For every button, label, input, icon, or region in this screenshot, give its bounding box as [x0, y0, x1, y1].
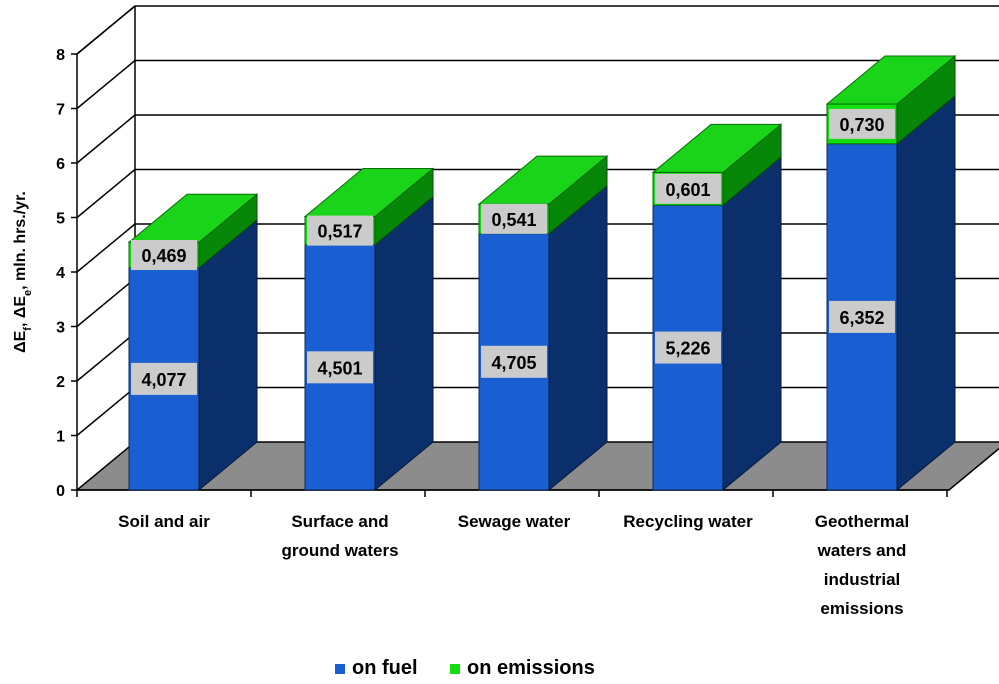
- emissions-value-label-bg: [481, 203, 547, 234]
- emissions-value-label: 0,541: [491, 210, 536, 230]
- fuel-bar-side: [896, 94, 956, 492]
- emissions-value-label-bg: [131, 240, 197, 271]
- fuel-value-label-bg: [481, 345, 547, 378]
- wall-gridline: [76, 386, 136, 437]
- emissions-value-label-bg: [829, 108, 895, 139]
- fuel-bar-side: [548, 184, 608, 492]
- legend-label: on emissions: [467, 657, 595, 679]
- fuel-value-label-bg: [829, 300, 895, 333]
- wall-gridline: [76, 114, 136, 164]
- fuel-value-label: 5,226: [665, 339, 710, 359]
- y-tick-label: 6: [56, 156, 65, 173]
- legend-swatch: [450, 664, 460, 674]
- category-label: Surface and ground waters: [281, 512, 398, 560]
- wall-gridline: [76, 277, 136, 328]
- y-axis-label: ΔEf, ΔEe, mln. hrs./yr.: [12, 191, 34, 353]
- fuel-value-label-bg: [307, 351, 373, 384]
- emissions-value-label: 0,730: [839, 115, 884, 135]
- legend-swatch: [335, 664, 345, 674]
- wall-gridline: [76, 168, 136, 219]
- category-label: Sewage water: [458, 512, 571, 531]
- category-label: Soil and air: [118, 512, 210, 531]
- y-tick-label: 0: [56, 483, 65, 500]
- fuel-value-label-bg: [655, 331, 721, 364]
- fuel-value-label: 4,501: [317, 358, 362, 378]
- wall-gridline: [76, 332, 136, 382]
- fuel-bar-side: [722, 156, 782, 492]
- y-tick-label: 4: [56, 265, 65, 282]
- fuel-value-label-bg: [131, 362, 197, 395]
- y-tick-label: 5: [56, 211, 65, 228]
- y-tick-label: 2: [56, 374, 65, 391]
- y-tick-label: 3: [56, 320, 65, 337]
- fuel-value-label: 4,705: [491, 353, 536, 373]
- y-tick-label: 8: [56, 47, 65, 64]
- wall-top-edge: [76, 5, 136, 55]
- y-tick-label: 7: [56, 102, 65, 119]
- fuel-value-label: 6,352: [839, 308, 884, 328]
- fuel-value-label: 4,077: [141, 370, 186, 390]
- wall-gridline: [76, 59, 136, 110]
- emissions-value-label-bg: [307, 215, 373, 246]
- category-label: Recycling water: [623, 512, 753, 531]
- emissions-value-label: 0,469: [141, 246, 186, 266]
- fuel-bar-side: [374, 195, 434, 492]
- wall-gridline: [76, 223, 136, 273]
- emissions-bar-top: [825, 55, 957, 105]
- legend-label: on fuel: [352, 657, 418, 679]
- emissions-bar-top: [651, 123, 783, 173]
- emissions-value-label: 0,601: [665, 180, 710, 200]
- y-tick-label: 1: [56, 429, 65, 446]
- emissions-value-label-bg: [655, 173, 721, 204]
- category-label: Geothermal waters and industrial emissions: [815, 512, 909, 618]
- emissions-value-label: 0,517: [317, 222, 362, 242]
